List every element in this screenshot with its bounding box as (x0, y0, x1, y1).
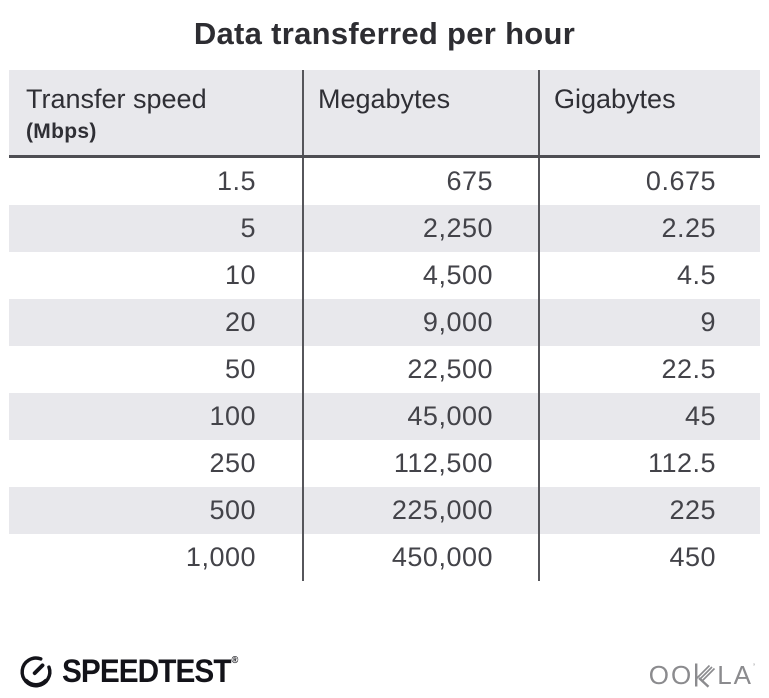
speedtest-gauge-icon (20, 656, 52, 688)
gigabytes-cell: 0.675 (538, 158, 760, 205)
column-header-megabytes: Megabytes (302, 70, 538, 155)
transfer-speed-cell: 5 (240, 213, 256, 243)
table-row: 10 4,500 4.5 (9, 252, 760, 299)
table-row: 100 45,000 45 (9, 393, 760, 440)
megabytes-cell: 22,500 (302, 346, 538, 393)
column-header-gigabytes: Gigabytes (538, 70, 760, 155)
megabytes-cell: 45,000 (302, 393, 538, 440)
gigabytes-cell: 9 (538, 299, 760, 346)
table-row: 50 22,500 22.5 (9, 346, 760, 393)
ookla-wordmark-prefix: OO (648, 660, 694, 690)
transfer-speed-cell: 1.5 (216, 166, 256, 196)
megabytes-cell: 112,500 (302, 440, 538, 487)
transfer-speed-cell: 1,000 (185, 542, 256, 572)
megabytes-cell: 2,250 (302, 205, 538, 252)
transfer-speed-cell: 500 (209, 495, 256, 525)
gigabytes-cell: 4.5 (538, 252, 760, 299)
speedtest-wordmark: SPEEDTEST® (62, 652, 239, 689)
column-header-megabytes-label: Megabytes (318, 84, 451, 114)
megabytes-cell: 9,000 (302, 299, 538, 346)
gigabytes-cell: 2.25 (538, 205, 760, 252)
column-header-transfer-speed-label: Transfer speed (26, 84, 207, 114)
table-row: 5 2,250 2.25 (9, 205, 760, 252)
gigabytes-cell: 22.5 (538, 346, 760, 393)
megabytes-cell: 4,500 (302, 252, 538, 299)
transfer-speed-cell: 100 (209, 401, 256, 431)
table-row: 1.5 675 0.675 (9, 158, 760, 205)
ookla-wordmark-suffix: LA (717, 660, 753, 690)
gigabytes-cell: 112.5 (538, 440, 760, 487)
table-row: 250 112,500 112.5 (9, 440, 760, 487)
transfer-speed-cell: 10 (224, 260, 256, 290)
page-title: Data transferred per hour (193, 16, 576, 51)
table-header-row: Transfer speed (Mbps) Megabytes Gigabyte… (9, 70, 760, 158)
table-row: 500 225,000 225 (9, 487, 760, 534)
gigabytes-cell: 450 (538, 534, 760, 581)
megabytes-cell: 225,000 (302, 487, 538, 534)
footer: SPEEDTEST® OO LA ’ (0, 646, 769, 698)
gigabytes-cell: 225 (538, 487, 760, 534)
column-header-transfer-speed: Transfer speed (Mbps) (9, 70, 302, 155)
ookla-trademark-mark: ’ (753, 662, 755, 672)
transfer-speed-cell: 50 (224, 354, 256, 384)
transfer-speed-cell: 20 (224, 307, 256, 337)
megabytes-cell: 450,000 (302, 534, 538, 581)
table-row: 20 9,000 9 (9, 299, 760, 346)
megabytes-cell: 675 (302, 158, 538, 205)
table-body: 1.5 675 0.675 5 2,250 2.25 10 4,500 4.5 20 9,000 9 5… (9, 158, 760, 581)
transfer-speed-cell: 250 (209, 448, 256, 478)
ookla-logo: OO LA ’ (649, 662, 755, 688)
registered-trademark-mark: ® (231, 654, 239, 666)
ookla-stylized-k-icon (695, 663, 716, 688)
gigabytes-cell: 45 (538, 393, 760, 440)
table-row: 1,000 450,000 450 (9, 534, 760, 581)
data-table: Transfer speed (Mbps) Megabytes Gigabyte… (9, 70, 760, 581)
column-header-mbps-unit: (Mbps) (26, 119, 97, 143)
column-header-gigabytes-label: Gigabytes (554, 84, 676, 114)
speedtest-logo: SPEEDTEST® (17, 652, 250, 690)
